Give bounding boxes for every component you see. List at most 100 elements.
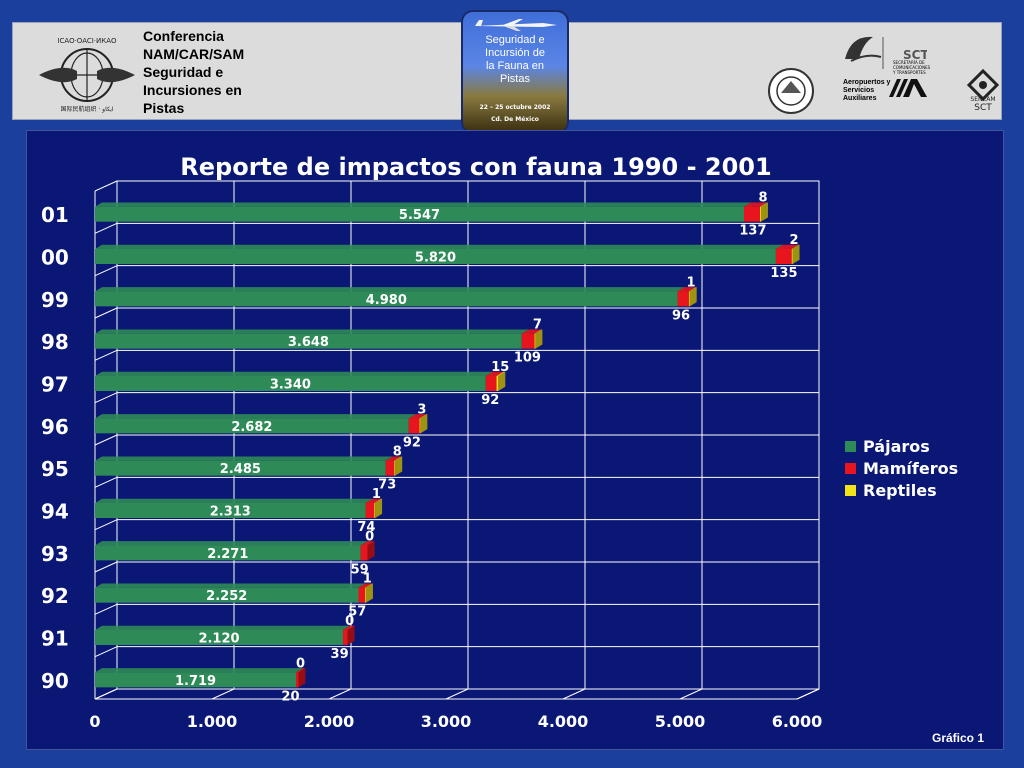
bar-top-face bbox=[358, 583, 373, 588]
y-band-tick bbox=[94, 222, 118, 234]
bar-reptiles bbox=[394, 460, 396, 476]
svg-text:国际民航组织 · ايكاو: 国际民航组织 · ايكاو bbox=[60, 105, 113, 113]
event-poster: Seguridad e Incursión de la Fauna en Pis… bbox=[461, 10, 569, 134]
bar-mammals bbox=[408, 418, 420, 434]
bar-top-face bbox=[95, 329, 529, 334]
y-category-label: 91 bbox=[41, 627, 69, 651]
bar-end-face bbox=[689, 287, 697, 307]
conference-title: Conferencia NAM/CAR/SAM Seguridad e Incu… bbox=[143, 27, 273, 117]
bar-birds bbox=[95, 291, 678, 307]
bar-birds bbox=[95, 587, 359, 603]
bar-mammals bbox=[360, 545, 368, 561]
x-grid-floor bbox=[796, 688, 820, 700]
data-label-mammals: 20 bbox=[281, 689, 299, 704]
y-category-label: 97 bbox=[41, 373, 69, 397]
poster-title-line: Incursión de bbox=[485, 47, 545, 59]
data-label-birds: 2.252 bbox=[206, 589, 247, 604]
bar-mammals bbox=[521, 333, 535, 349]
bar-birds bbox=[95, 376, 486, 391]
bar-top-face bbox=[95, 414, 416, 419]
bar-top-face bbox=[688, 287, 697, 292]
y-category-label: 98 bbox=[41, 330, 69, 354]
bar-birds bbox=[95, 672, 297, 688]
bar-birds bbox=[95, 545, 361, 561]
data-label-reptiles: 8 bbox=[393, 445, 402, 460]
bar-mammals bbox=[485, 376, 497, 391]
data-label-reptiles: 8 bbox=[758, 191, 767, 206]
y-band-tick bbox=[94, 603, 118, 615]
asa-logo-icon bbox=[889, 79, 927, 97]
poster-date: 22 – 25 octubre 2002 bbox=[479, 104, 551, 111]
bar-top-face bbox=[95, 668, 304, 673]
svg-text:ICAO·OACI·ИКАО: ICAO·OACI·ИКАО bbox=[57, 37, 117, 45]
bar-end-face bbox=[498, 371, 506, 391]
data-label-birds: 2.485 bbox=[220, 462, 261, 477]
bar-end-face bbox=[298, 668, 306, 688]
sct-logo-icon: SCT bbox=[845, 36, 927, 69]
legend-swatch bbox=[845, 463, 856, 474]
bar-top-face bbox=[95, 244, 783, 249]
legend-swatch bbox=[845, 441, 856, 452]
bar-reptiles bbox=[419, 418, 421, 434]
bar-top-face bbox=[760, 202, 768, 207]
data-label-mammals: 135 bbox=[770, 266, 797, 281]
sponsor-logos: SCT SECRETARÍA DE COMUNICACIONES Y TRANS… bbox=[763, 27, 1008, 117]
bar-reptiles bbox=[496, 376, 499, 391]
bar-top-face bbox=[95, 625, 351, 630]
conference-line: Seguridad e bbox=[143, 64, 224, 80]
sct-line: COMUNICACIONES bbox=[893, 65, 931, 70]
y-category-label: 93 bbox=[41, 542, 69, 566]
bar-end-face bbox=[420, 414, 428, 434]
chart-title: Reporte de impactos con fauna 1990 - 200… bbox=[180, 153, 771, 181]
asa-line: Servicios bbox=[843, 87, 875, 94]
figure-label: Gráfico 1 bbox=[932, 731, 985, 745]
airplane-icon bbox=[475, 19, 557, 31]
data-label-reptiles: 1 bbox=[372, 487, 381, 502]
data-label-reptiles: 1 bbox=[686, 275, 695, 290]
y-category-label: 95 bbox=[41, 457, 69, 481]
data-label-reptiles: 0 bbox=[345, 614, 354, 629]
x-tick-label: 5.000 bbox=[655, 712, 706, 731]
bar-chart: Reporte de impactos con fauna 1990 - 200… bbox=[41, 153, 958, 731]
bar-reptiles bbox=[365, 587, 366, 603]
seal-logo-icon bbox=[768, 68, 814, 114]
bar-top-face bbox=[775, 244, 799, 249]
data-label-mammals: 109 bbox=[514, 351, 541, 366]
bar-top-face bbox=[677, 287, 696, 292]
bar-end-face bbox=[367, 541, 375, 561]
asa-line: Auxiliares bbox=[843, 95, 877, 102]
data-label-birds: 3.340 bbox=[270, 378, 311, 393]
y-band-tick bbox=[94, 476, 118, 488]
conference-line: Incursiones en bbox=[143, 82, 242, 98]
poster-title-line: la Fauna en bbox=[485, 60, 545, 72]
conference-line: NAM/CAR/SAM bbox=[143, 46, 245, 62]
bar-top-face bbox=[95, 371, 493, 376]
bar-top-face bbox=[791, 244, 800, 249]
y-category-label: 94 bbox=[41, 500, 69, 524]
data-label-reptiles: 1 bbox=[363, 572, 372, 587]
bar-birds bbox=[95, 630, 344, 645]
bar-birds bbox=[95, 206, 744, 222]
data-label-birds: 2.271 bbox=[207, 547, 248, 562]
y-band-tick bbox=[94, 265, 118, 277]
data-label-mammals: 57 bbox=[348, 605, 366, 620]
x-tick-label: 1.000 bbox=[187, 712, 238, 731]
data-label-mammals: 74 bbox=[357, 520, 375, 535]
svg-text:SCT: SCT bbox=[903, 48, 927, 62]
data-label-reptiles: 0 bbox=[296, 656, 305, 671]
bar-end-face bbox=[535, 329, 543, 349]
y-band-tick bbox=[94, 646, 118, 658]
y-category-label: 00 bbox=[41, 246, 69, 270]
bar-top-face bbox=[365, 583, 373, 588]
bar-top-face bbox=[534, 329, 543, 334]
sct-line: SECRETARÍA DE bbox=[893, 60, 925, 65]
bar-end-face bbox=[792, 244, 800, 264]
seneam-sct-label: SCT bbox=[974, 103, 992, 111]
bar-reptiles bbox=[791, 249, 793, 264]
bar-reptiles bbox=[688, 291, 690, 307]
bar-mammals bbox=[385, 460, 395, 476]
bar-top-face bbox=[95, 583, 366, 588]
bar-top-face bbox=[374, 498, 383, 503]
bar-reptiles bbox=[374, 503, 376, 518]
seneam-logo-icon: SENEAM SCT bbox=[966, 68, 1000, 111]
